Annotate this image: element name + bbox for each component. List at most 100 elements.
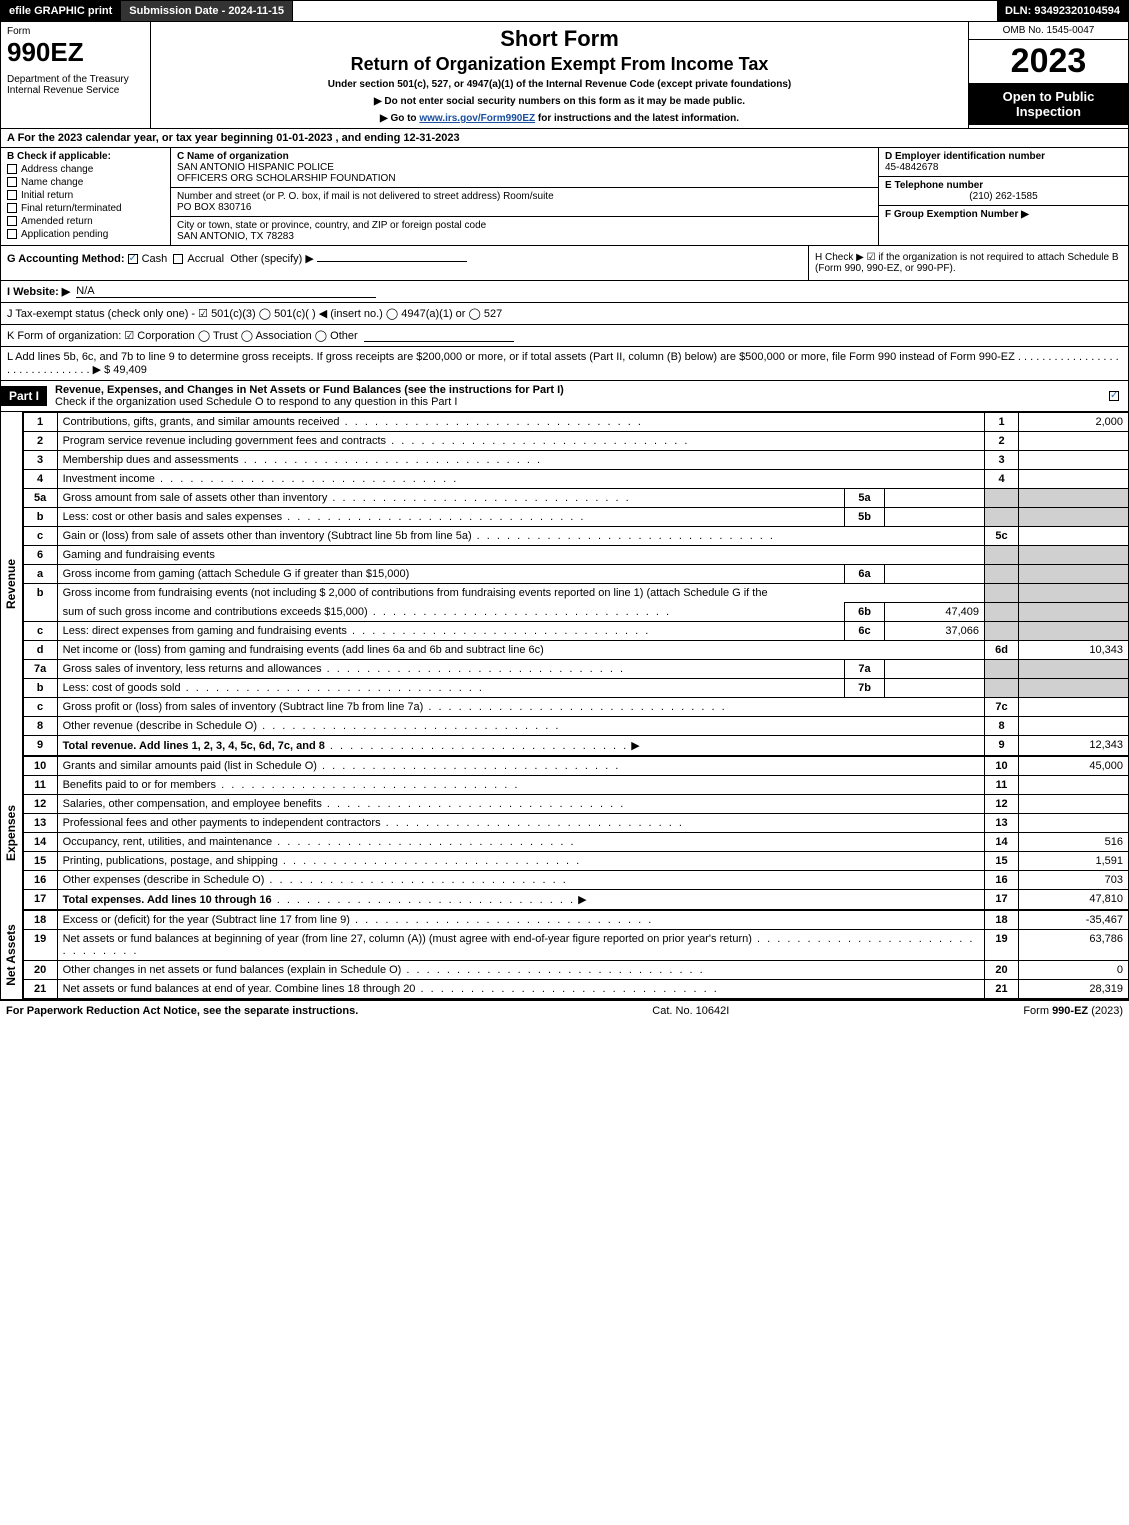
line-1-amount: 2,000 bbox=[1019, 413, 1129, 432]
line-6a-subamt bbox=[885, 565, 985, 584]
section-gh: G Accounting Method: Cash Accrual Other … bbox=[0, 246, 1129, 281]
line-16-ref: 16 bbox=[985, 871, 1019, 890]
line-6b-ref-x bbox=[985, 584, 1019, 603]
line-17-amount: 47,810 bbox=[1019, 890, 1129, 910]
line-13-ref: 13 bbox=[985, 814, 1019, 833]
revenue-block: Revenue 1Contributions, gifts, grants, a… bbox=[0, 412, 1129, 756]
checkbox-amended-return[interactable] bbox=[7, 216, 17, 226]
street-label: Number and street (or P. O. box, if mail… bbox=[177, 191, 554, 202]
revenue-side-label: Revenue bbox=[1, 412, 23, 756]
line-3-ref: 3 bbox=[985, 451, 1019, 470]
line-16-amount: 703 bbox=[1019, 871, 1129, 890]
line-7a-ref bbox=[985, 660, 1019, 679]
line-7c-num: c bbox=[23, 698, 57, 717]
line-8-text: Other revenue (describe in Schedule O) bbox=[57, 717, 984, 736]
line-19-amount: 63,786 bbox=[1019, 930, 1129, 961]
checkbox-initial-return[interactable] bbox=[7, 190, 17, 200]
line-21-text: Net assets or fund balances at end of ye… bbox=[57, 980, 984, 999]
note-goto-post: for instructions and the latest informat… bbox=[535, 113, 739, 124]
line-6-ref bbox=[985, 546, 1019, 565]
footer-left: For Paperwork Reduction Act Notice, see … bbox=[6, 1005, 358, 1017]
line-4-num: 4 bbox=[23, 470, 57, 489]
line-7a-text: Gross sales of inventory, less returns a… bbox=[57, 660, 844, 679]
line-21-amount: 28,319 bbox=[1019, 980, 1129, 999]
checkbox-application-pending[interactable] bbox=[7, 229, 17, 239]
section-l: L Add lines 5b, 6c, and 7b to line 9 to … bbox=[0, 347, 1129, 381]
line-14-num: 14 bbox=[23, 833, 57, 852]
section-g: G Accounting Method: Cash Accrual Other … bbox=[1, 246, 808, 280]
street-value: PO BOX 830716 bbox=[177, 202, 252, 213]
footer-catno: Cat. No. 10642I bbox=[652, 1005, 729, 1017]
form-number: 990EZ bbox=[7, 37, 144, 68]
line-2-num: 2 bbox=[23, 432, 57, 451]
lbl-address-change: Address change bbox=[21, 164, 93, 175]
form-label: Form bbox=[7, 26, 144, 37]
line-9-text: Total revenue. Add lines 1, 2, 3, 4, 5c,… bbox=[57, 736, 984, 756]
line-12-amount bbox=[1019, 795, 1129, 814]
checkbox-final-return[interactable] bbox=[7, 203, 17, 213]
org-name-label: C Name of organization bbox=[177, 151, 289, 162]
revenue-table: 1Contributions, gifts, grants, and simil… bbox=[23, 412, 1129, 756]
line-7a-subamt bbox=[885, 660, 985, 679]
header-center: Short Form Return of Organization Exempt… bbox=[151, 22, 968, 128]
checkbox-accrual[interactable] bbox=[173, 254, 183, 264]
lbl-other: Other (specify) ▶ bbox=[230, 253, 314, 265]
efile-print[interactable]: efile GRAPHIC print bbox=[1, 1, 121, 21]
line-6a-text: Gross income from gaming (attach Schedul… bbox=[57, 565, 844, 584]
line-15-amount: 1,591 bbox=[1019, 852, 1129, 871]
section-i: I Website: ▶ N/A bbox=[0, 281, 1129, 303]
checkbox-address-change[interactable] bbox=[7, 164, 17, 174]
section-d: D Employer identification number 45-4842… bbox=[878, 148, 1128, 245]
line-5b-num: b bbox=[23, 508, 57, 527]
line-3-amount bbox=[1019, 451, 1129, 470]
line-6b-subref: 6b bbox=[845, 603, 885, 622]
note-goto-pre: ▶ Go to bbox=[380, 113, 419, 124]
line-1-num: 1 bbox=[23, 413, 57, 432]
open-inspection: Open to Public Inspection bbox=[969, 83, 1128, 125]
line-7a-subref: 7a bbox=[845, 660, 885, 679]
section-h: H Check ▶ ☑ if the organization is not r… bbox=[808, 246, 1128, 280]
line-18-text: Excess or (deficit) for the year (Subtra… bbox=[57, 911, 984, 930]
line-12-ref: 12 bbox=[985, 795, 1019, 814]
note-ssn: ▶ Do not enter social security numbers o… bbox=[157, 96, 962, 107]
line-6-text: Gaming and fundraising events bbox=[57, 546, 984, 565]
line-5a-subamt bbox=[885, 489, 985, 508]
part1-label: Part I bbox=[1, 386, 47, 406]
group-exemption-label: F Group Exemption Number ▶ bbox=[885, 209, 1029, 220]
title-short-form: Short Form bbox=[157, 26, 962, 52]
line-19-num: 19 bbox=[23, 930, 57, 961]
line-6b-amt-x bbox=[1019, 584, 1129, 603]
dln: DLN: 93492320104594 bbox=[997, 1, 1128, 21]
checkbox-cash[interactable] bbox=[128, 254, 138, 264]
line-11-text: Benefits paid to or for members bbox=[57, 776, 984, 795]
irs-link[interactable]: www.irs.gov/Form990EZ bbox=[419, 113, 535, 124]
line-6a-amount bbox=[1019, 565, 1129, 584]
line-2-text: Program service revenue including govern… bbox=[57, 432, 984, 451]
line-6c-text: Less: direct expenses from gaming and fu… bbox=[57, 622, 844, 641]
line-5a-amount bbox=[1019, 489, 1129, 508]
lbl-cash: Cash bbox=[142, 253, 168, 265]
line-5b-subamt bbox=[885, 508, 985, 527]
form-of-organization: K Form of organization: ☑ Corporation ◯ … bbox=[7, 329, 358, 342]
website-value: N/A bbox=[76, 285, 376, 298]
line-11-ref: 11 bbox=[985, 776, 1019, 795]
line-9-amount: 12,343 bbox=[1019, 736, 1129, 756]
line-6a-ref bbox=[985, 565, 1019, 584]
checkbox-schedule-o[interactable] bbox=[1109, 391, 1119, 401]
line-5a-subref: 5a bbox=[845, 489, 885, 508]
line-13-text: Professional fees and other payments to … bbox=[57, 814, 984, 833]
checkbox-name-change[interactable] bbox=[7, 177, 17, 187]
line-6a-num: a bbox=[23, 565, 57, 584]
line-15-text: Printing, publications, postage, and shi… bbox=[57, 852, 984, 871]
section-c: C Name of organization SAN ANTONIO HISPA… bbox=[171, 148, 878, 245]
line-13-num: 13 bbox=[23, 814, 57, 833]
note-goto: ▶ Go to www.irs.gov/Form990EZ for instru… bbox=[157, 113, 962, 124]
line-6c-subref: 6c bbox=[845, 622, 885, 641]
title-return: Return of Organization Exempt From Incom… bbox=[157, 54, 962, 75]
line-8-amount bbox=[1019, 717, 1129, 736]
header-right: OMB No. 1545-0047 2023 Open to Public In… bbox=[968, 22, 1128, 128]
line-17-ref: 17 bbox=[985, 890, 1019, 910]
line-16-text: Other expenses (describe in Schedule O) bbox=[57, 871, 984, 890]
line-6d-amount: 10,343 bbox=[1019, 641, 1129, 660]
line-5c-ref: 5c bbox=[985, 527, 1019, 546]
